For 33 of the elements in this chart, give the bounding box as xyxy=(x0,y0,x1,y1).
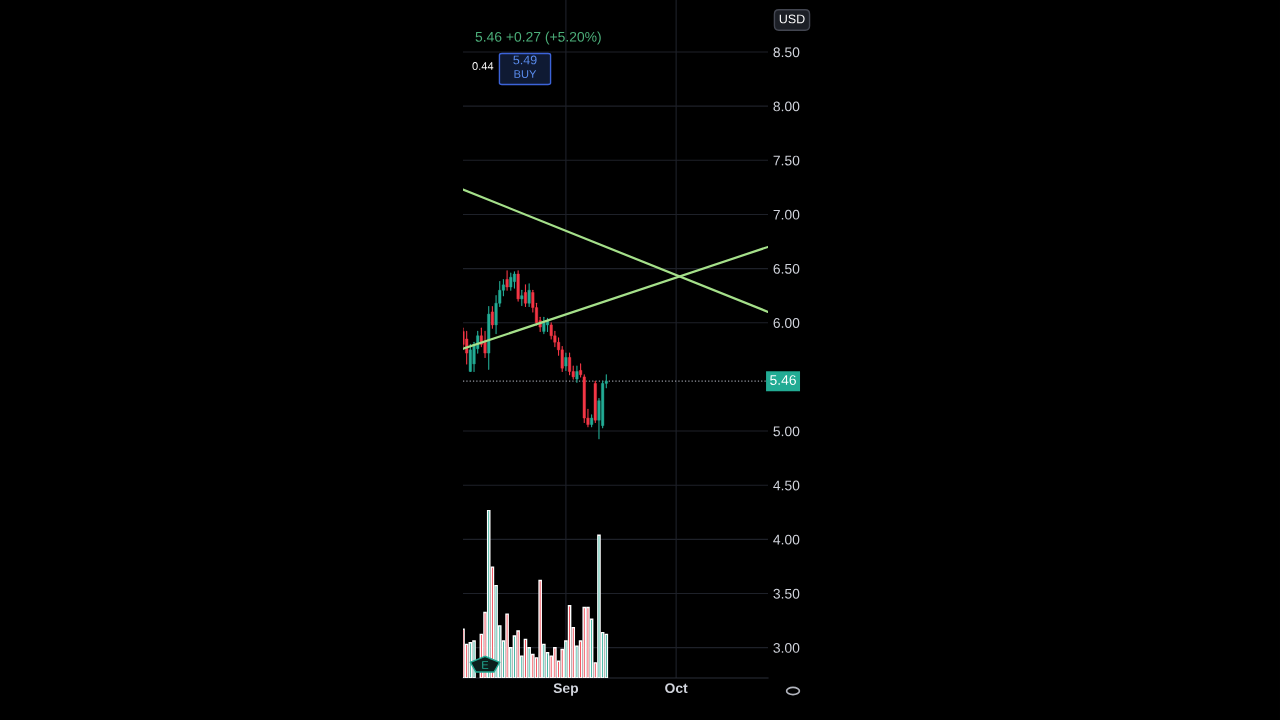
annotation: BUY xyxy=(514,70,537,78)
y-tick-label: 7.50 xyxy=(773,155,800,166)
annotation: 5.46 +0.27 (+5.20%) xyxy=(475,31,601,45)
y-tick-label: 8.50 xyxy=(773,47,800,58)
y-tick-label: 6.50 xyxy=(773,263,800,274)
candlestick xyxy=(505,270,509,291)
annotation: 0.44 xyxy=(472,62,494,70)
y-tick-label: 3.50 xyxy=(773,588,800,599)
annotation: E xyxy=(482,661,489,669)
ref-line-label: 5.46 xyxy=(770,375,796,385)
candlestick xyxy=(468,343,472,373)
bar xyxy=(586,606,590,678)
bar xyxy=(582,606,587,678)
y-tick-label: 5.00 xyxy=(773,426,800,437)
candlestick xyxy=(490,305,494,329)
x-tick-label: Oct xyxy=(665,683,688,694)
bar xyxy=(516,630,520,678)
y-tick-label: 4.50 xyxy=(773,480,800,491)
y-tick-label: 8.00 xyxy=(773,101,800,112)
y-tick-label: 6.00 xyxy=(773,318,800,328)
bar xyxy=(553,647,557,678)
text: USD xyxy=(779,14,805,24)
x-tick-label: Sep xyxy=(553,683,579,696)
y-tick-label: 4.00 xyxy=(773,534,800,545)
bar xyxy=(505,613,509,678)
y-tick-label: 7.00 xyxy=(773,209,800,220)
y-tick-label: 3.00 xyxy=(773,643,800,653)
annotation: 5.49 xyxy=(513,55,537,65)
candlestick xyxy=(568,352,572,376)
bar xyxy=(597,534,601,678)
candlestick xyxy=(483,330,487,358)
bar xyxy=(538,579,542,678)
candlestick xyxy=(527,283,531,308)
